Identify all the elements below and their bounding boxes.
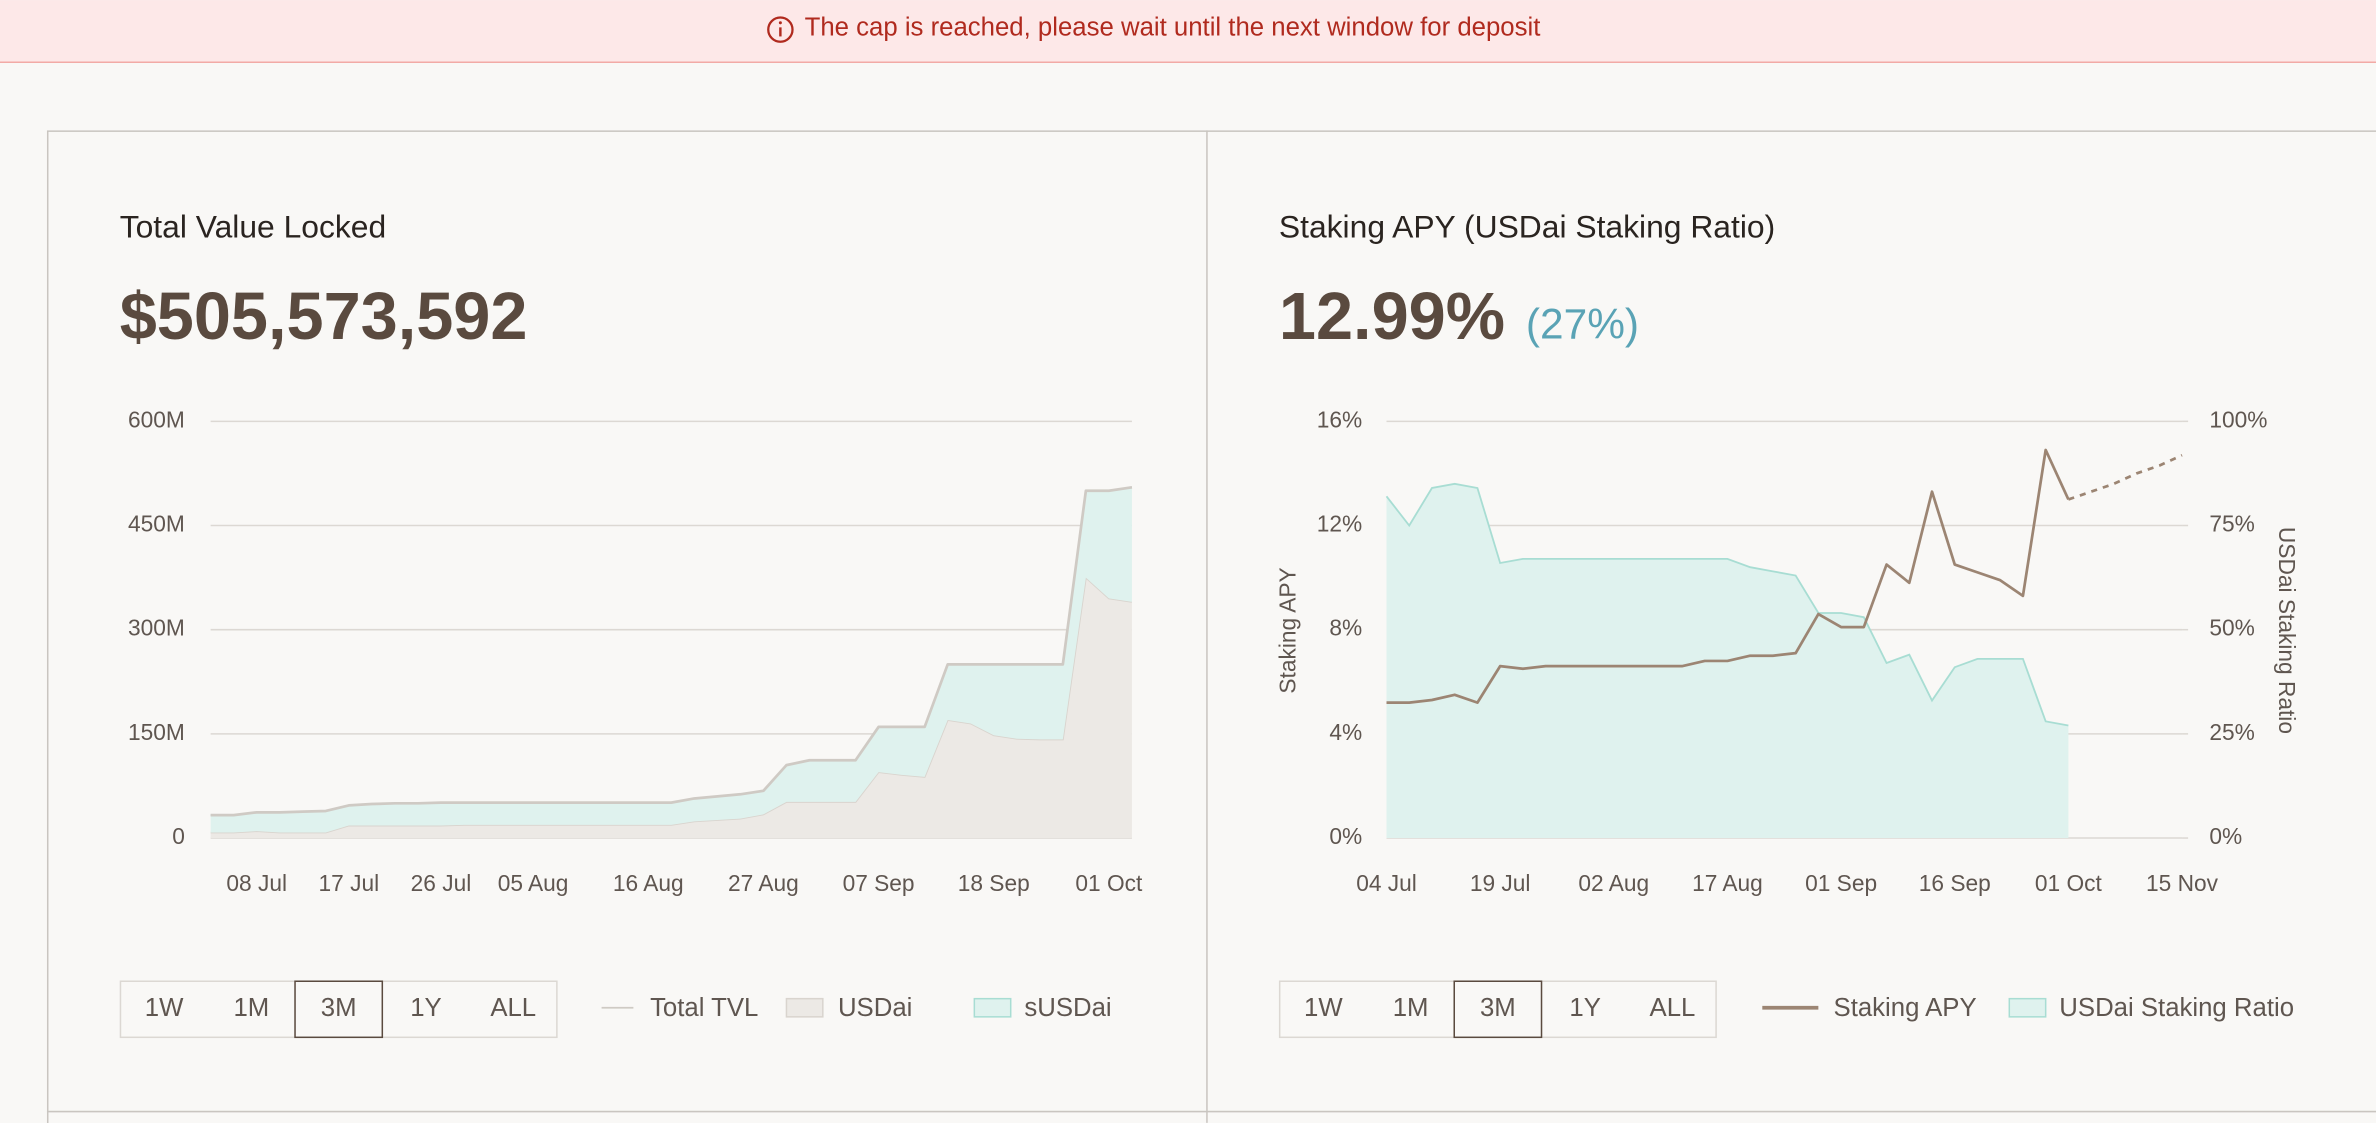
legend-swatch xyxy=(785,997,824,1018)
chart-title: Staking APY (USDai Staking Ratio) xyxy=(1279,208,1775,244)
legend-label: USDai xyxy=(838,994,912,1022)
banner xyxy=(0,0,2376,63)
x-tick-label: 19 Jul xyxy=(1470,870,1531,896)
area-edge xyxy=(1385,482,2069,727)
info-icon xyxy=(767,16,794,43)
x-tick-label: 27 Aug xyxy=(728,870,799,896)
y-tick-label: 0% xyxy=(1329,823,1362,849)
headline-subvalue: (27%) xyxy=(1526,301,1639,348)
x-tick-label: 17 Aug xyxy=(1692,870,1763,896)
x-tick-label: 26 Jul xyxy=(411,870,472,896)
y-tick-label: 150M xyxy=(128,719,185,745)
legend-label: USDai Staking Ratio xyxy=(2059,994,2294,1022)
x-tick-label: 01 Oct xyxy=(2035,870,2103,896)
y2-tick-label: 100% xyxy=(2209,406,2267,432)
range-button[interactable]: 1W xyxy=(145,994,184,1022)
range-button-selected[interactable] xyxy=(294,980,384,1039)
x-tick-label: 16 Aug xyxy=(613,870,684,896)
range-button[interactable]: ALL xyxy=(1650,994,1696,1022)
x-tick-label: 15 Nov xyxy=(2146,870,2219,896)
y-tick-label: 300M xyxy=(128,615,185,641)
legend-swatch xyxy=(973,997,1012,1018)
y2-tick-label: 25% xyxy=(2209,719,2254,745)
x-tick-label: 01 Sep xyxy=(1805,870,1877,896)
range-button[interactable]: 1M xyxy=(233,994,269,1022)
y2-axis-title: USDai Staking Ratio xyxy=(2274,527,2300,734)
x-tick-label: 05 Aug xyxy=(498,870,569,896)
panel-border xyxy=(46,130,2376,1123)
y-tick-label: 600M xyxy=(128,406,185,432)
line xyxy=(1386,448,2070,704)
x-tick-label: 02 Aug xyxy=(1578,870,1649,896)
x-tick-label: 07 Sep xyxy=(843,870,915,896)
y-tick-label: 8% xyxy=(1329,615,1362,641)
legend-label: Total TVL xyxy=(650,994,758,1022)
y-tick-label: 4% xyxy=(1329,719,1362,745)
x-tick-label: 17 Jul xyxy=(319,870,380,896)
range-button[interactable]: 1Y xyxy=(410,994,442,1022)
y2-tick-label: 50% xyxy=(2209,615,2254,641)
headline-value: $505,573,592 xyxy=(120,280,528,354)
range-button[interactable]: 1M xyxy=(1393,994,1429,1022)
projection-line xyxy=(2067,453,2183,501)
legend-label: Staking APY xyxy=(1834,994,1977,1022)
range-button[interactable]: 1W xyxy=(1304,994,1343,1022)
y2-tick-label: 0% xyxy=(2209,823,2242,849)
area xyxy=(210,487,1132,833)
range-button[interactable]: 3M xyxy=(1480,994,1516,1022)
headline-value: 12.99% xyxy=(1279,280,1505,354)
x-tick-label: 08 Jul xyxy=(226,870,287,896)
area xyxy=(210,577,1132,839)
y-axis-title: Staking APY xyxy=(1275,567,1301,693)
x-tick-label: 04 Jul xyxy=(1356,870,1417,896)
x-tick-label: 16 Sep xyxy=(1919,870,1991,896)
range-button[interactable]: ALL xyxy=(490,994,536,1022)
x-tick-label: 01 Oct xyxy=(1075,870,1143,896)
y2-tick-label: 75% xyxy=(2209,511,2254,537)
banner-text: The cap is reached, please wait until th… xyxy=(805,14,1541,42)
range-button[interactable]: 1Y xyxy=(1569,994,1600,1022)
info-icon xyxy=(778,21,782,25)
y-tick-label: 12% xyxy=(1317,511,1362,537)
chart-title: Total Value Locked xyxy=(120,208,386,244)
range-button[interactable]: 3M xyxy=(321,994,357,1022)
y-tick-label: 450M xyxy=(128,511,185,537)
legend-swatch xyxy=(2008,997,2047,1018)
line xyxy=(210,485,1133,817)
range-button-selected[interactable] xyxy=(1453,980,1543,1039)
legend-label: sUSDai xyxy=(1024,994,1111,1022)
x-tick-label: 18 Sep xyxy=(958,870,1030,896)
y-tick-label: 0 xyxy=(172,823,185,849)
y-tick-label: 16% xyxy=(1317,406,1362,432)
